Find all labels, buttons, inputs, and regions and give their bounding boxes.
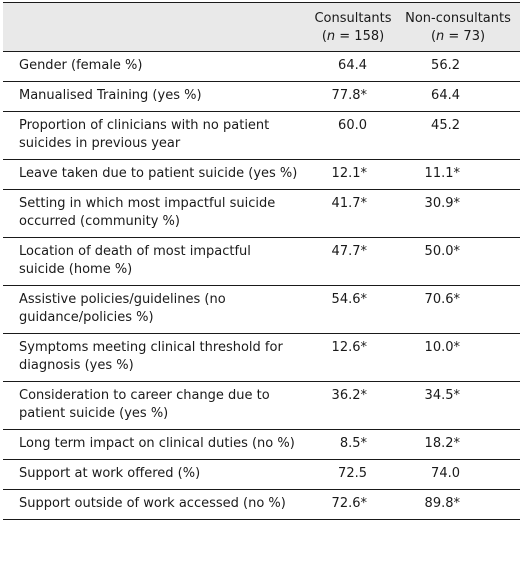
non-consultants-count-symbol: n: [436, 29, 445, 44]
row-label: Manualised Training (yes %): [3, 81, 310, 112]
row-label: Consideration to career change due to pa…: [3, 381, 310, 430]
table-row: Symptoms meeting clinical threshold for …: [3, 333, 520, 382]
non-consultants-value: 34.5*: [424, 388, 460, 403]
consultants-header-title: Consultants: [314, 11, 392, 26]
consultants-value: 36.2*: [331, 388, 367, 403]
consultants-value: 12.1*: [331, 166, 367, 181]
non-consultants-count-value: = 73): [444, 29, 486, 44]
table-body: Gender (female %) 64.4 56.2 Manualised T…: [3, 51, 520, 520]
row-label: Setting in which most impactful suicide …: [3, 189, 310, 238]
non-consultants-value-cell: 56.2: [396, 51, 520, 82]
consultants-value-cell: 77.8*: [310, 81, 396, 112]
consultants-value-cell: 47.7*: [310, 237, 396, 286]
row-label: Long term impact on clinical duties (no …: [3, 429, 310, 460]
row-label: Assistive policies/guidelines (no guidan…: [3, 285, 310, 334]
consultants-value-cell: 54.6*: [310, 285, 396, 334]
table-row: Support at work offered (%) 72.5 74.0: [3, 459, 520, 490]
non-consultants-value-cell: 50.0*: [396, 237, 520, 286]
consultants-value-cell: 12.6*: [310, 333, 396, 382]
row-label: Gender (female %): [3, 51, 310, 82]
non-consultants-value: 10.0*: [424, 340, 460, 355]
comparison-table-container: Consultants (n = 158) Non-consultants (n…: [3, 2, 520, 520]
non-consultants-column-header: Non-consultants (n = 73): [396, 2, 520, 52]
non-consultants-value: 74.0: [431, 466, 460, 481]
consultants-value: 54.6*: [331, 292, 367, 307]
non-consultants-value: 70.6*: [424, 292, 460, 307]
non-consultants-header-count: (n = 73): [396, 28, 520, 46]
consultants-value-cell: 41.7*: [310, 189, 396, 238]
non-consultants-value-cell: 34.5*: [396, 381, 520, 430]
non-consultants-value-cell: 74.0: [396, 459, 520, 490]
table-row: Leave taken due to patient suicide (yes …: [3, 159, 520, 190]
non-consultants-value-cell: 89.8*: [396, 489, 520, 520]
consultants-value: 72.6*: [331, 496, 367, 511]
table-row: Setting in which most impactful suicide …: [3, 189, 520, 238]
consultants-count-value: = 158): [335, 29, 385, 44]
table-row: Proportion of clinicians with no patient…: [3, 111, 520, 160]
non-consultants-value: 30.9*: [424, 196, 460, 211]
table-row: Assistive policies/guidelines (no guidan…: [3, 285, 520, 334]
table-header-row: Consultants (n = 158) Non-consultants (n…: [3, 2, 520, 52]
consultants-value: 60.0: [338, 118, 367, 133]
non-consultants-header-title: Non-consultants: [405, 11, 511, 26]
consultants-value: 12.6*: [331, 340, 367, 355]
table-row: Gender (female %) 64.4 56.2: [3, 51, 520, 82]
non-consultants-value-cell: 11.1*: [396, 159, 520, 190]
non-consultants-value-cell: 45.2: [396, 111, 520, 160]
row-label: Symptoms meeting clinical threshold for …: [3, 333, 310, 382]
non-consultants-value-cell: 30.9*: [396, 189, 520, 238]
consultants-value-cell: 36.2*: [310, 381, 396, 430]
consultants-value-cell: 12.1*: [310, 159, 396, 190]
consultants-column-header: Consultants (n = 158): [310, 2, 396, 52]
non-consultants-value-cell: 10.0*: [396, 333, 520, 382]
table-row: Long term impact on clinical duties (no …: [3, 429, 520, 460]
consultants-count-symbol: n: [326, 29, 336, 44]
table-row: Manualised Training (yes %) 77.8* 64.4: [3, 81, 520, 112]
consultants-value-cell: 72.5: [310, 459, 396, 490]
non-consultants-value-cell: 70.6*: [396, 285, 520, 334]
consultants-value: 72.5: [338, 466, 367, 481]
non-consultants-value: 45.2: [431, 118, 460, 133]
non-consultants-count-open: (: [430, 29, 437, 44]
consultants-value-cell: 60.0: [310, 111, 396, 160]
table-row: Consideration to career change due to pa…: [3, 381, 520, 430]
consultants-value: 77.8*: [331, 88, 367, 103]
row-label: Support at work offered (%): [3, 459, 310, 490]
non-consultants-value: 50.0*: [424, 244, 460, 259]
consultants-value: 64.4: [338, 58, 367, 73]
non-consultants-value: 11.1*: [424, 166, 460, 181]
consultants-count-open: (: [321, 29, 327, 44]
non-consultants-value-cell: 18.2*: [396, 429, 520, 460]
consultants-value-cell: 72.6*: [310, 489, 396, 520]
consultants-value-cell: 64.4: [310, 51, 396, 82]
label-column-header: [3, 2, 310, 52]
consultants-value-cell: 8.5*: [310, 429, 396, 460]
row-label: Leave taken due to patient suicide (yes …: [3, 159, 310, 190]
consultants-value: 47.7*: [331, 244, 367, 259]
non-consultants-value: 18.2*: [424, 436, 460, 451]
non-consultants-value: 56.2: [431, 58, 460, 73]
table-row: Location of death of most impactful suic…: [3, 237, 520, 286]
non-consultants-value-cell: 64.4: [396, 81, 520, 112]
row-label: Location of death of most impactful suic…: [3, 237, 310, 286]
consultants-header-count: (n = 158): [310, 28, 396, 46]
comparison-table: Consultants (n = 158) Non-consultants (n…: [3, 2, 520, 520]
non-consultants-value: 64.4: [431, 88, 460, 103]
table-row: Support outside of work accessed (no %) …: [3, 489, 520, 520]
consultants-value: 41.7*: [331, 196, 367, 211]
consultants-value: 8.5*: [339, 436, 367, 451]
row-label: Proportion of clinicians with no patient…: [3, 111, 310, 160]
non-consultants-value: 89.8*: [424, 496, 460, 511]
row-label: Support outside of work accessed (no %): [3, 489, 310, 520]
